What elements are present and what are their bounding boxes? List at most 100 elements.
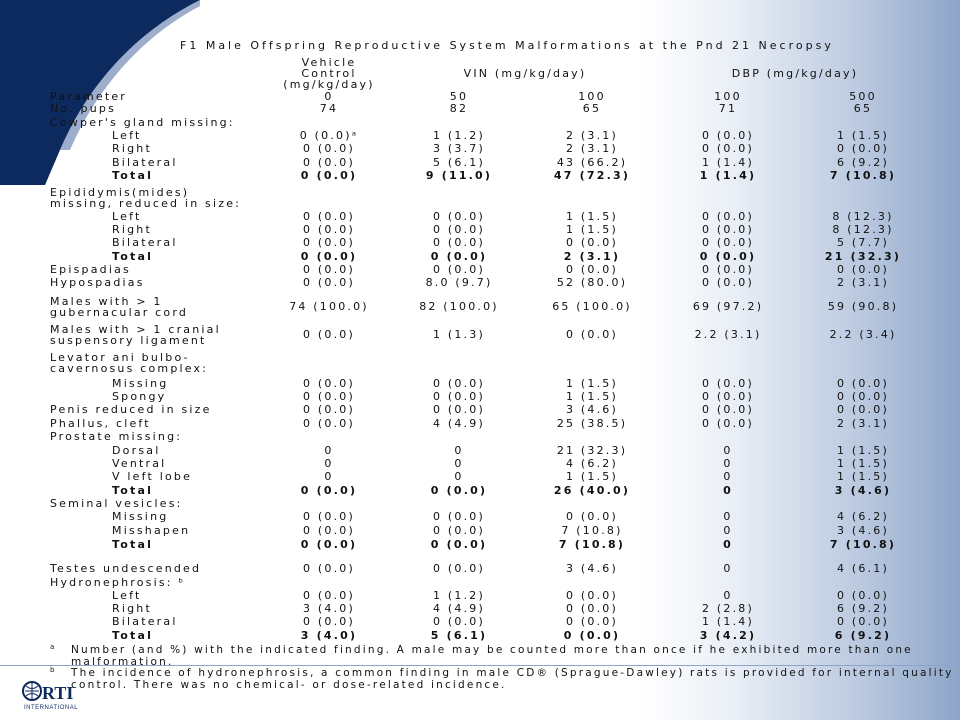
row-label: Total — [112, 538, 154, 551]
table-cell: 0 (0.0) — [702, 403, 754, 416]
table-cell: 1 (1.4) — [702, 156, 754, 169]
table-cell: 7 (10.8) — [558, 538, 626, 551]
row-label: Parameter — [50, 90, 128, 103]
row-label: Bilateral — [112, 236, 178, 249]
table-cell: 6 (9.2) — [834, 629, 892, 642]
row-label: Males with > 1 — [50, 295, 163, 308]
table-cell: 0 (0.0) — [702, 263, 754, 276]
table-cell: 3 (4.6) — [834, 484, 892, 497]
table-cell: 3 (4.6) — [566, 403, 618, 416]
row-label: Left — [112, 210, 142, 223]
row-label: Left — [112, 589, 142, 602]
table-cell: 2 (3.1) — [837, 417, 889, 430]
table-cell: 0 (0.0) — [837, 142, 889, 155]
table-cell: 0 (0.0) — [566, 615, 618, 628]
table-cell: 1 (1.5) — [566, 470, 618, 483]
table-cell: 0 — [723, 524, 733, 537]
table-cell: 0 (0.0) — [566, 510, 618, 523]
table-cell: 0 (0.0) — [433, 615, 485, 628]
row-label: Bilateral — [112, 156, 178, 169]
table-cell: 1 (1.5) — [837, 129, 889, 142]
row-label-line2: missing, reduced in size: — [50, 197, 242, 210]
table-cell: 0 — [723, 562, 733, 575]
page-title: F1 Male Offspring Reproductive System Ma… — [180, 39, 834, 52]
row-label: Total — [112, 250, 154, 263]
table-cell: 0 (0.0) — [433, 403, 485, 416]
table-cell: 65 (100.0) — [552, 300, 632, 313]
row-label: Testes undescended — [50, 562, 202, 575]
table-cell: 0 (0.0) — [566, 263, 618, 276]
table-cell: 0 (0.0) — [566, 236, 618, 249]
table-cell: 0 (0.0) — [837, 403, 889, 416]
table-cell: 74 (100.0) — [289, 300, 369, 313]
table-cell: 1 (1.5) — [566, 223, 618, 236]
footnote-text-line2: control. There was no chemical- or dose-… — [71, 679, 507, 691]
table-cell: 1 (1.5) — [566, 390, 618, 403]
header-vehicle-control: Control — [301, 67, 357, 80]
table-cell: 7 (10.8) — [561, 524, 623, 537]
table-cell: 0 (0.0) — [303, 562, 355, 575]
table-cell: 7 (10.8) — [829, 169, 897, 182]
table-cell: 0 (0.0)ᵃ — [299, 129, 359, 142]
row-label: Left — [112, 129, 142, 142]
table-cell: 0 — [723, 457, 733, 470]
table-cell: 0 (0.0) — [433, 210, 485, 223]
table-cell: 0 (0.0) — [433, 524, 485, 537]
table-cell: 0 (0.0) — [430, 484, 488, 497]
table-cell: 82 (100.0) — [419, 300, 499, 313]
table-cell: 0 (0.0) — [702, 142, 754, 155]
table-cell: 0 (0.0) — [699, 250, 757, 263]
table-cell: 0 (0.0) — [303, 417, 355, 430]
footnote-text: Number (and %) with the indicated findin… — [71, 644, 913, 656]
row-label: Bilateral — [112, 615, 178, 628]
table-cell: 50 — [449, 90, 469, 103]
table-cell: 0 (0.0) — [303, 377, 355, 390]
table-cell: 0 (0.0) — [837, 377, 889, 390]
header-vehicle-control: (mg/kg/day) — [283, 78, 375, 91]
table-cell: 59 (90.8) — [827, 300, 899, 313]
table-cell: 0 — [324, 444, 334, 457]
table-cell: 0 — [723, 510, 733, 523]
table-cell: 1 (1.4) — [699, 169, 757, 182]
logo-subtext: INTERNATIONAL — [24, 705, 78, 711]
row-label: Epididymis(mides) — [50, 186, 190, 199]
row-label: No. pups — [50, 102, 117, 115]
row-label-line2: gubernacular cord — [50, 306, 189, 319]
table-cell: 5 (6.1) — [430, 629, 488, 642]
row-label: Missing — [112, 510, 169, 523]
table-cell: 0 — [723, 444, 733, 457]
logo-text: RTI — [42, 683, 73, 703]
table-cell: 3 (4.6) — [837, 524, 889, 537]
table-cell: 52 (80.0) — [556, 276, 628, 289]
table-cell: 0 — [454, 457, 464, 470]
table-cell: 2 (3.1) — [837, 276, 889, 289]
footnote-text: The incidence of hydronephrosis, a commo… — [71, 667, 954, 679]
table-cell: 3 (4.0) — [303, 602, 355, 615]
table-cell: 43 (66.2) — [556, 156, 628, 169]
table-cell: 0 (0.0) — [702, 377, 754, 390]
table-cell: 0 (0.0) — [300, 169, 358, 182]
row-label: Hydronephrosis: ᵇ — [50, 576, 186, 589]
table-cell: 0 (0.0) — [433, 510, 485, 523]
table-cell: 3 (4.6) — [566, 562, 618, 575]
table-cell: 0 (0.0) — [702, 417, 754, 430]
table-cell: 74 — [319, 102, 339, 115]
table-cell: 0 (0.0) — [433, 223, 485, 236]
table-cell: 4 (4.9) — [433, 417, 485, 430]
row-label: Penis reduced in size — [50, 403, 212, 416]
table-cell: 0 (0.0) — [300, 538, 358, 551]
corner-swoosh — [0, 0, 200, 185]
table-cell: 7 (10.8) — [829, 538, 897, 551]
footnote-mark: b — [50, 666, 57, 674]
table-cell: 8 (12.3) — [832, 210, 894, 223]
table-cell: 2 (3.1) — [566, 129, 618, 142]
table-cell: 8 (12.3) — [832, 223, 894, 236]
table-cell: 0 (0.0) — [566, 602, 618, 615]
table-cell: 0 (0.0) — [433, 562, 485, 575]
table-cell: 0 — [454, 444, 464, 457]
table-cell: 0 (0.0) — [303, 210, 355, 223]
table-cell: 0 (0.0) — [702, 236, 754, 249]
table-cell: 3 (4.2) — [699, 629, 757, 642]
table-cell: 6 (9.2) — [837, 602, 889, 615]
table-cell: 0 (0.0) — [566, 589, 618, 602]
